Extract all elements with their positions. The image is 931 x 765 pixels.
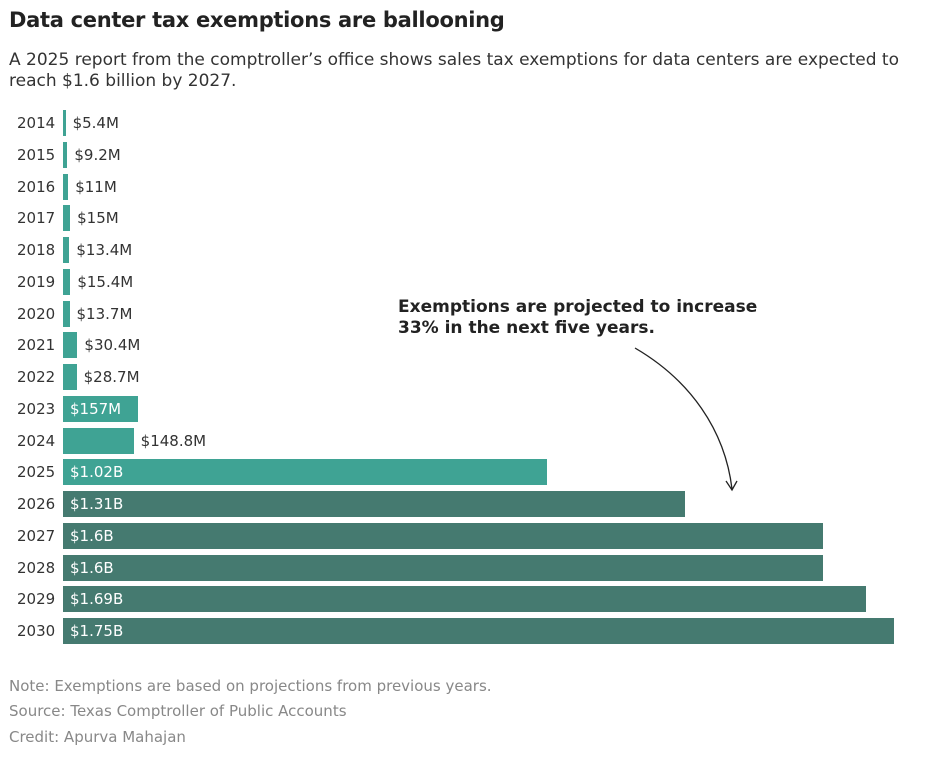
category-label: 2021 [17,336,56,355]
chart-title: Data center tax exemptions are balloonin… [9,8,505,32]
data-label: $1.02B [70,463,124,482]
footer-credit: Credit: Apurva Mahajan [9,728,186,746]
category-label: 2014 [17,114,56,132]
footer-source: Source: Texas Comptroller of Public Acco… [9,702,347,720]
data-label: $11M [75,177,117,196]
bar-2021 [63,332,78,359]
category-label: 2020 [17,304,56,323]
category-label: 2022 [17,368,56,386]
category-label: 2027 [17,526,56,545]
bar-2023 [63,395,138,422]
category-label: 2023 [17,399,56,418]
footer-note: Note: Exemptions are based on projection… [9,677,492,695]
bar-2015 [63,141,68,168]
data-label: $9.2M [74,145,121,164]
category-label: 2018 [17,241,56,259]
category-label: 2028 [17,558,56,577]
bar-2027 [63,522,823,549]
data-label: $13.7M [76,304,133,323]
bar-2029 [63,586,866,613]
bar-2025 [63,459,548,486]
data-label: $1.75B [70,622,124,640]
chart-subtitle: A 2025 report from the comptroller’s off… [9,50,900,91]
annotation-text: Exemptions are projected to increase 33%… [398,297,758,338]
bar-2030 [63,618,894,644]
category-label: 2029 [17,590,56,609]
data-label: $157M [70,399,122,418]
data-label: $15M [77,209,119,228]
bar-2026 [63,491,686,517]
data-label: $1.6B [70,526,114,545]
category-label: 2024 [17,431,56,450]
data-label: $30.4M [84,336,141,355]
bar-2019 [63,268,71,295]
category-label: 2025 [17,463,56,482]
category-label: 2019 [17,272,56,291]
category-label: 2016 [17,177,56,196]
bar-2014 [63,110,66,136]
bar-2017 [63,205,71,232]
bar-2020 [63,300,70,327]
bar-2022 [63,364,77,390]
bar-2024 [63,427,134,454]
data-label: $13.4M [76,241,133,259]
data-label: $1.6B [70,558,114,577]
category-label: 2030 [17,622,56,640]
data-label: $1.31B [70,495,124,513]
bar-2016 [63,173,69,200]
data-label: $148.8M [140,431,207,450]
data-label: $1.69B [70,590,124,609]
category-label: 2026 [17,495,56,513]
data-label: $28.7M [83,368,140,386]
data-label: $15.4M [77,272,134,291]
bar-2028 [63,554,823,581]
category-label: 2015 [17,145,56,164]
category-label: 2017 [17,209,56,228]
bar-2018 [63,237,70,263]
data-label: $5.4M [72,114,119,132]
